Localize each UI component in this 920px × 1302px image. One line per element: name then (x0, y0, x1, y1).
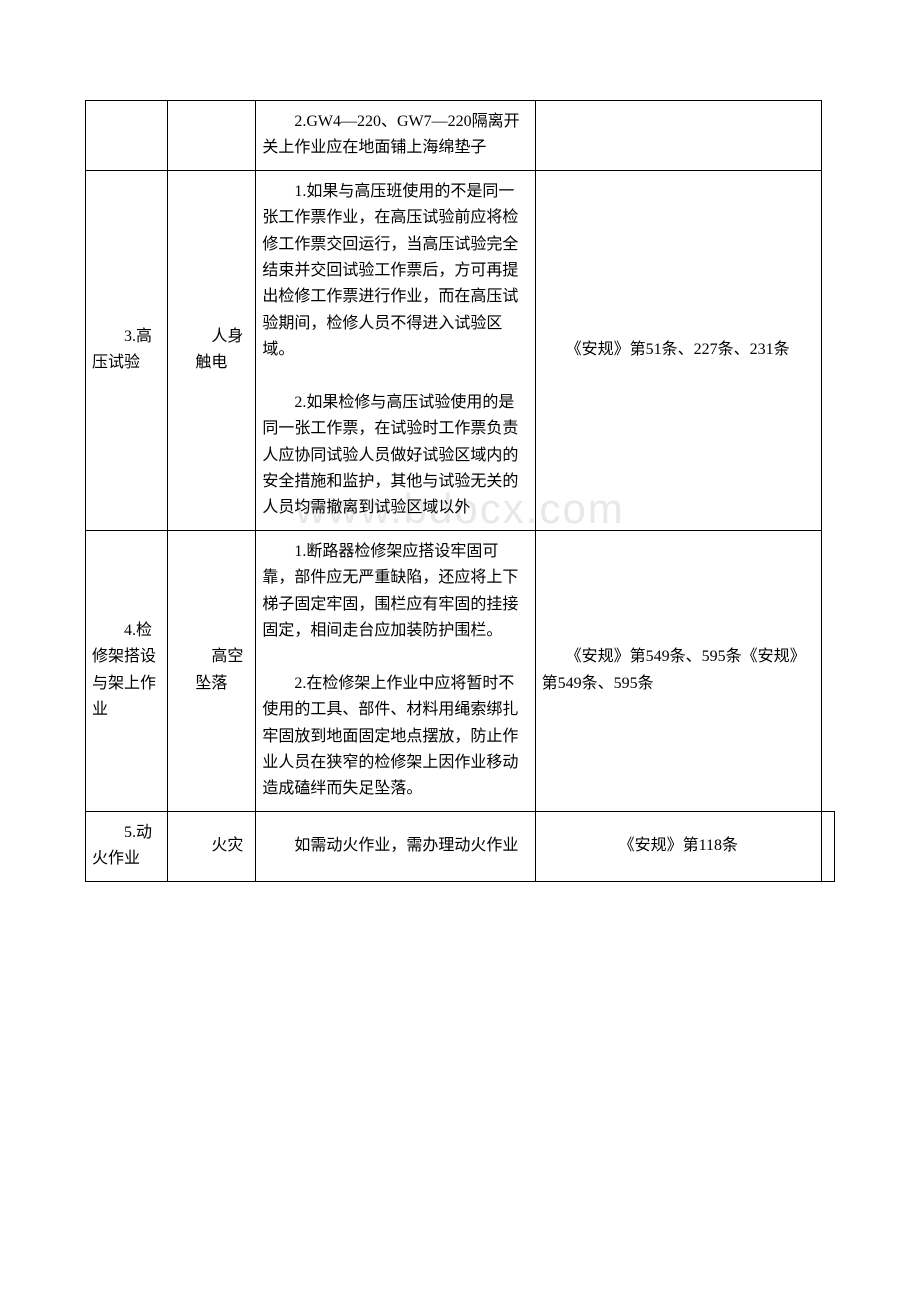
cell-measure: 1.如果与高压班使用的不是同一张工作票作业，在高压试验前应将检修工作票交回运行，… (256, 170, 535, 530)
cell-measure: 1.断路器检修架应搭设牢固可靠，部件应无严重缺陷，还应将上下梯子固定牢固，围栏应… (256, 530, 535, 811)
cell-risk: 火灾 (167, 811, 256, 881)
measure-paragraph: 1.断路器检修架应搭设牢固可靠，部件应无严重缺陷，还应将上下梯子固定牢固，围栏应… (262, 539, 528, 645)
cell-measure: 2.GW4—220、GW7—220隔离开关上作业应在地面铺上海绵垫子 (256, 101, 535, 171)
safety-regulations-table: 2.GW4—220、GW7—220隔离开关上作业应在地面铺上海绵垫子 3.高压试… (85, 100, 835, 882)
cell-item: 4.检修架搭设与架上作业 (86, 530, 168, 811)
table-row: 2.GW4—220、GW7—220隔离开关上作业应在地面铺上海绵垫子 (86, 101, 835, 171)
cell-risk (167, 101, 256, 171)
cell-reference (535, 101, 821, 171)
cell-item: 3.高压试验 (86, 170, 168, 530)
cell-extra (821, 811, 834, 881)
measure-paragraph: 2.在检修架上作业中应将暂时不使用的工具、部件、材料用绳索绑扎牢固放到地面固定地… (262, 671, 528, 803)
cell-risk: 人身触电 (167, 170, 256, 530)
cell-measure: 如需动火作业，需办理动火作业 (256, 811, 535, 881)
cell-item: 5.动火作业 (86, 811, 168, 881)
table-row: 5.动火作业 火灾 如需动火作业，需办理动火作业 《安规》第118条 (86, 811, 835, 881)
measure-paragraph: 2.如果检修与高压试验使用的是同一张工作票，在试验时工作票负责人应协同试验人员做… (262, 390, 528, 522)
table-row: 4.检修架搭设与架上作业 高空坠落 1.断路器检修架应搭设牢固可靠，部件应无严重… (86, 530, 835, 811)
cell-reference: 《安规》第51条、227条、231条 (535, 170, 821, 530)
cell-item (86, 101, 168, 171)
measure-paragraph: 1.如果与高压班使用的不是同一张工作票作业，在高压试验前应将检修工作票交回运行，… (262, 179, 528, 364)
table-row: 3.高压试验 人身触电 1.如果与高压班使用的不是同一张工作票作业，在高压试验前… (86, 170, 835, 530)
cell-risk: 高空坠落 (167, 530, 256, 811)
cell-reference: 《安规》第118条 (535, 811, 821, 881)
cell-reference: 《安规》第549条、595条《安规》第549条、595条 (535, 530, 821, 811)
